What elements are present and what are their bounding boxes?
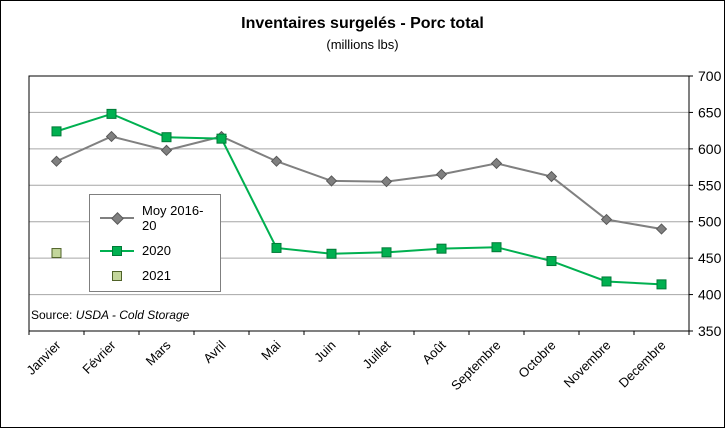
x-axis-label: Novembre [561,338,614,391]
chart-title: Inventaires surgelés - Porc total [241,15,484,32]
chart-legend: Moy 2016-20 2020 2021 [89,194,221,292]
legend-item: Moy 2016-20 [100,203,210,233]
series-line-2020 [56,112,662,286]
series-marker [490,157,503,170]
series-marker [491,242,502,253]
legend-label: 2020 [142,243,171,258]
series-marker [325,175,338,187]
y-axis-label: 350 [698,323,722,339]
series-marker [600,213,613,226]
x-axis-label: Juillet [360,337,394,371]
x-axis-label: Février [79,337,119,377]
x-axis-label: Decembre [616,338,669,391]
x-axis-label: Mars [143,337,174,368]
series-marker [51,126,62,137]
y-axis-label: 650 [698,104,722,120]
series-marker [271,242,282,253]
series-marker [436,243,447,254]
series-marker [216,133,227,144]
legend-label: Moy 2016-20 [142,203,204,233]
series-line-moy-2016-20 [56,135,662,230]
chart-subtitle: (millions lbs) [326,37,399,52]
x-axis-label: Octobre [515,338,558,381]
legend-square-icon [100,245,134,257]
series-marker [50,155,63,167]
legend-square-icon [100,270,134,282]
series-marker [270,155,283,167]
x-axis-label: Septembre [448,338,504,394]
series-marker [656,279,667,290]
y-axis-label: 450 [698,250,722,266]
series-marker [601,276,612,287]
series-marker [106,108,117,119]
x-axis-label: Juin [311,338,338,365]
series-marker [105,130,118,143]
series-marker [435,168,448,181]
y-axis-label: 600 [698,141,722,157]
series-marker [161,132,172,143]
series-marker [546,256,557,267]
source-text: USDA - Cold Storage [75,308,190,322]
legend-item: 2020 [100,243,210,258]
series-marker [381,247,392,258]
series-marker [326,248,337,259]
y-axis-label: 500 [698,214,722,230]
series-marker [160,144,173,156]
x-axis-label: Août [419,337,449,367]
y-axis-label: 400 [698,287,722,303]
series-marker [380,175,393,188]
source-prefix: Source: [31,308,76,322]
legend-item: 2021 [100,268,210,283]
y-axis-label: 550 [698,177,722,193]
x-axis-label: Mai [258,337,283,362]
x-axis-label: Avril [200,337,228,365]
y-axis-label: 700 [698,68,722,84]
x-axis-label: Janvier [23,337,64,378]
series-marker [51,248,62,259]
legend-label: 2021 [142,268,171,283]
source-note: Source: USDA - Cold Storage [31,308,189,322]
legend-diamond-icon [100,211,134,225]
series-marker [545,170,558,183]
series-marker [655,223,668,235]
